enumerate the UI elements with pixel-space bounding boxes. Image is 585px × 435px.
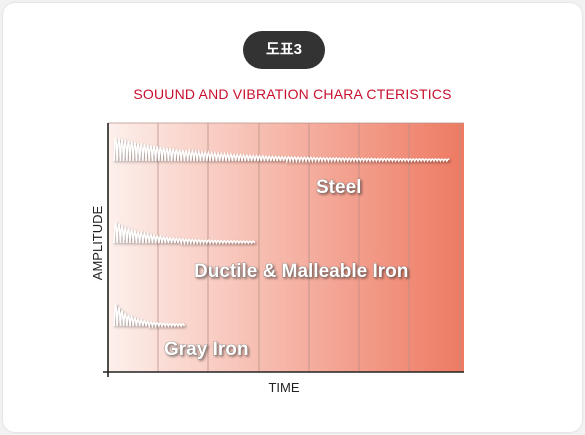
x-axis-label: TIME [268, 380, 299, 395]
grid-lines [108, 122, 464, 372]
chart-title: SOUUND AND VIBRATION CHARA CTERISTICS [133, 86, 452, 102]
waveform-gray-iron [113, 303, 186, 329]
figure-badge: 도표3 [243, 31, 325, 69]
plot-background [108, 123, 464, 372]
waveform-ductile-malleable-iron [113, 221, 256, 246]
y-axis-label: AMPLITUDE [90, 205, 105, 280]
series-label-ductile-malleable-iron: Ductile & Malleable Iron [194, 261, 408, 282]
series-label-steel: Steel [316, 177, 361, 198]
waveform-steel [113, 137, 450, 164]
waveforms [113, 135, 450, 336]
series-label-gray-iron: Gray Iron [164, 339, 248, 360]
